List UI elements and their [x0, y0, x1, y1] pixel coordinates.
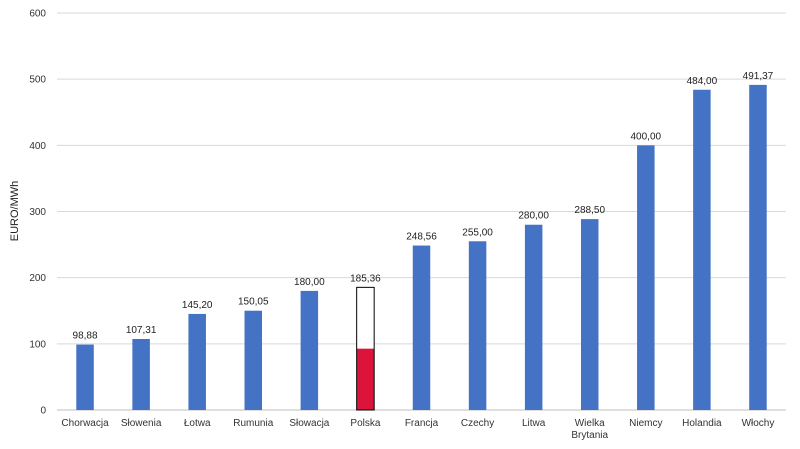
- data-label: 145,20: [182, 300, 213, 311]
- category-label: Litwa: [522, 418, 546, 429]
- category-label: Niemcy: [629, 418, 662, 429]
- y-axis-ticks: 0 100 200 300 400 500 600: [29, 9, 46, 417]
- bar-highlight-outline: [356, 286, 375, 411]
- category-label: Francja: [405, 418, 439, 429]
- data-label: 185,36: [350, 273, 381, 284]
- bar: [524, 224, 543, 410]
- y-tick-label: 200: [29, 273, 46, 284]
- bar-highlight-top: [356, 287, 375, 349]
- bar: [188, 313, 206, 410]
- category-label: Chorwacja: [61, 418, 109, 429]
- category-label: Łotwa: [184, 418, 211, 429]
- data-label: 484,00: [687, 76, 718, 87]
- data-label: 150,05: [238, 297, 269, 308]
- category-label: Polska: [350, 418, 380, 429]
- data-label: 400,00: [631, 131, 662, 142]
- category-label: Holandia: [682, 418, 722, 429]
- bar: [468, 241, 487, 410]
- data-label: 107,31: [126, 325, 157, 336]
- category-label: Rumunia: [233, 418, 273, 429]
- data-label: 255,00: [462, 227, 493, 238]
- data-labels: 98,88 107,31 145,20 150,05 180,00 185,36 248,5…: [73, 71, 774, 342]
- category-label: Czechy: [461, 418, 494, 429]
- y-axis-label: EURO/MWh: [9, 181, 21, 242]
- bar: [132, 338, 150, 410]
- category-labels: Chorwacja Słowenia Łotwa Rumunia Słowacja Pol…: [61, 418, 774, 441]
- data-label: 280,00: [518, 211, 549, 222]
- y-tick-label: 300: [29, 207, 46, 218]
- y-tick-label: 100: [29, 339, 46, 350]
- y-tick-label: 500: [29, 75, 46, 86]
- data-label: 248,56: [406, 232, 437, 243]
- data-label: 98,88: [73, 331, 98, 342]
- data-label: 491,37: [743, 71, 774, 82]
- bars: [76, 84, 767, 411]
- bar: [693, 89, 711, 411]
- category-label: Włochy: [742, 418, 775, 429]
- category-label: Wielka Brytania: [571, 418, 608, 441]
- bar-highlight-bottom: [356, 348, 375, 410]
- bar: [76, 344, 94, 410]
- category-label: Słowacja: [289, 418, 329, 429]
- bar: [244, 310, 263, 410]
- bar: [580, 219, 599, 410]
- y-tick-label: 400: [29, 141, 46, 152]
- y-tick-label: 0: [40, 406, 46, 417]
- category-label: Słowenia: [121, 418, 162, 429]
- bar: [749, 84, 767, 411]
- bar: [637, 145, 655, 411]
- data-label: 288,50: [574, 205, 605, 216]
- y-tick-label: 600: [29, 9, 46, 20]
- bar: [412, 245, 431, 410]
- bar: [300, 290, 319, 410]
- data-label: 180,00: [294, 277, 325, 288]
